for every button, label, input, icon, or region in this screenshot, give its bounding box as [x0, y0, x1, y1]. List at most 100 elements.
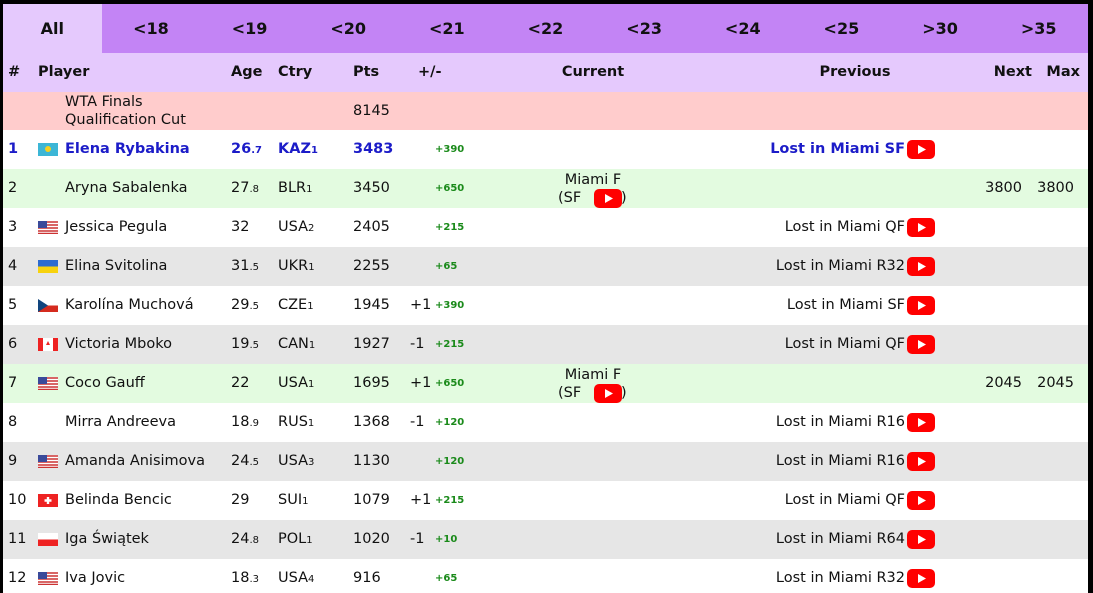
age-years: 24: [231, 531, 250, 547]
rank-move: -1: [410, 531, 425, 547]
country-rank: 2: [308, 223, 315, 234]
rank-move: +1: [410, 375, 432, 391]
player-name[interactable]: Iga Świątek: [65, 531, 149, 547]
country-code: USA: [278, 219, 309, 235]
current-event: Miami F: [564, 172, 622, 188]
table-row: [3, 364, 1088, 403]
youtube-icon[interactable]: [907, 257, 935, 276]
youtube-icon[interactable]: [907, 335, 935, 354]
previous-result: Lost in Miami R16: [775, 414, 905, 430]
column-header: Current: [561, 64, 625, 80]
max-points: 3800: [1037, 180, 1074, 196]
player-name[interactable]: Jessica Pegula: [65, 219, 168, 235]
age: 26.7: [231, 130, 262, 170]
points: 1695: [353, 375, 390, 391]
tab[interactable]: <22: [527, 19, 564, 38]
youtube-icon[interactable]: [907, 569, 935, 588]
age: 29: [231, 481, 249, 520]
age: 24.8: [231, 520, 259, 560]
age-fraction: .5: [249, 262, 259, 273]
header-row: [3, 53, 1088, 92]
country-code: SUI: [278, 492, 303, 508]
youtube-icon[interactable]: [907, 140, 935, 159]
player-name[interactable]: Iva Jovic: [65, 570, 126, 586]
country: RUS1: [278, 403, 314, 443]
points: 2255: [353, 258, 390, 274]
column-header: Max: [1046, 64, 1080, 80]
tab[interactable]: <18: [133, 19, 169, 38]
previous-result: Lost in Miami QF: [784, 492, 905, 508]
column-header: Player: [38, 64, 90, 80]
points: 1020: [353, 531, 390, 547]
country-rank: 1: [308, 379, 315, 390]
player-name[interactable]: Karolína Muchová: [65, 297, 194, 313]
rank: 9: [8, 453, 18, 469]
age: 19.5: [231, 325, 259, 365]
tab[interactable]: <21: [429, 19, 465, 38]
rank: 1: [8, 141, 19, 157]
rank: 6: [8, 336, 18, 352]
youtube-icon[interactable]: [907, 413, 935, 432]
player-name[interactable]: Elena Rybakina: [65, 141, 190, 157]
previous-result: Lost in Miami R64: [775, 531, 905, 547]
rank: 12: [8, 570, 27, 586]
player-name[interactable]: Coco Gauff: [65, 375, 145, 391]
tab-bar: [3, 4, 1088, 53]
country-code: BLR: [278, 180, 307, 196]
points-delta: +650: [435, 378, 465, 389]
country-rank: 1: [307, 418, 315, 429]
flag: [38, 299, 58, 312]
age-fraction: .3: [249, 574, 259, 585]
player-name[interactable]: Belinda Bencic: [65, 492, 172, 508]
country-code: USA: [278, 453, 309, 469]
player-name[interactable]: Mirra Andreeva: [65, 414, 176, 430]
youtube-icon[interactable]: [594, 189, 622, 208]
youtube-icon[interactable]: [594, 384, 622, 403]
tab[interactable]: <23: [626, 19, 662, 38]
points: 1927: [353, 336, 390, 352]
next-points: 3800: [985, 180, 1022, 196]
player-name[interactable]: Victoria Mboko: [65, 336, 172, 352]
tab[interactable]: <24: [724, 19, 761, 38]
country: USA1: [278, 364, 314, 404]
country-rank: 1: [307, 301, 314, 312]
player-name[interactable]: Aryna Sabalenka: [65, 180, 188, 196]
previous-result: Lost in Miami R16: [775, 453, 905, 469]
age-years: 18: [231, 570, 250, 586]
flag: [38, 338, 58, 351]
player-name[interactable]: Elina Svitolina: [65, 258, 168, 274]
age-years: 32: [231, 219, 250, 235]
tab[interactable]: >30: [922, 19, 958, 38]
youtube-icon[interactable]: [907, 296, 935, 315]
youtube-icon[interactable]: [907, 530, 935, 549]
player-name[interactable]: Amanda Anisimova: [65, 453, 206, 469]
youtube-icon[interactable]: [907, 218, 935, 237]
age-fraction: .9: [249, 418, 259, 429]
youtube-icon[interactable]: [907, 452, 935, 471]
rank: 8: [8, 414, 18, 430]
age-years: 18: [231, 414, 250, 430]
country: BLR1: [278, 169, 312, 209]
previous-result: Lost in Miami QF: [784, 336, 905, 352]
country-rank: 1: [308, 340, 316, 351]
previous-result: Lost in Miami R32: [775, 570, 905, 586]
border-left: [0, 0, 3, 593]
column-header: Previous: [819, 64, 891, 80]
country: USA4: [278, 559, 314, 593]
rank: 11: [8, 531, 27, 547]
youtube-icon[interactable]: [907, 491, 935, 510]
country: KAZ1: [278, 130, 318, 170]
tab[interactable]: <25: [823, 19, 860, 38]
points-delta: +65: [435, 573, 458, 584]
current-close: ): [621, 385, 627, 401]
rank-move: -1: [410, 336, 425, 352]
tab[interactable]: <20: [330, 19, 367, 38]
country: SUI1: [278, 481, 308, 521]
tab[interactable]: <19: [231, 19, 268, 38]
rank: 10: [8, 492, 27, 508]
points-delta: +215: [435, 339, 465, 350]
tab[interactable]: All: [3, 4, 102, 53]
age: 29.5: [231, 286, 259, 326]
rank: 7: [8, 375, 18, 391]
tab[interactable]: >35: [1020, 19, 1057, 38]
